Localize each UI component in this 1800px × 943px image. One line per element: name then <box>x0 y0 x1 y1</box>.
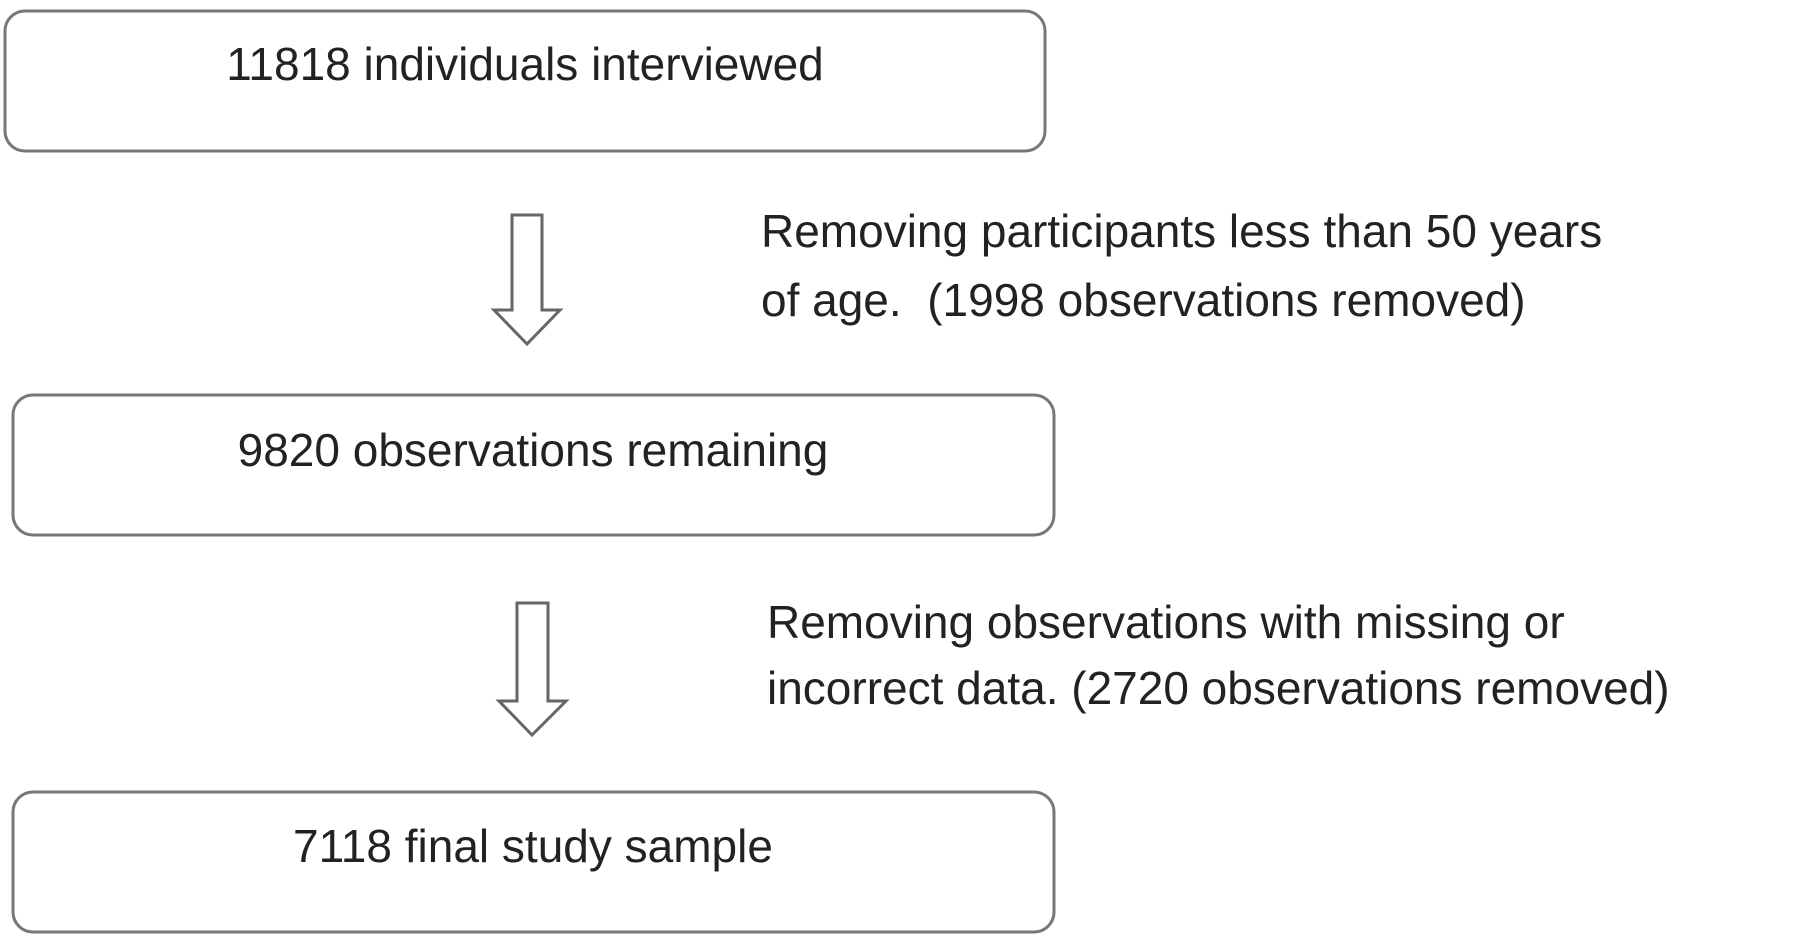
edge-label: Removing participants less than 50 years <box>761 205 1602 257</box>
edge-label: Removing observations with missing or <box>767 596 1565 648</box>
edge-label: incorrect data. (2720 observations remov… <box>767 662 1670 714</box>
node-label: 11818 individuals interviewed <box>226 38 824 90</box>
node-box <box>11 790 1056 934</box>
node-label: 9820 observations remaining <box>238 424 829 476</box>
node-label: 7118 final study sample <box>293 820 773 872</box>
edge-label: of age. (1998 observations removed) <box>761 274 1526 326</box>
down-arrow <box>490 213 564 347</box>
node-box <box>11 393 1056 537</box>
node-box <box>3 9 1047 153</box>
down-arrow <box>495 601 570 738</box>
